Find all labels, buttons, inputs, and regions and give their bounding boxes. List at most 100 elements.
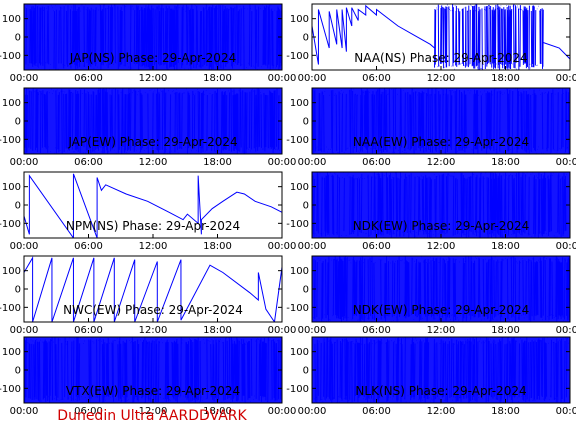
x-tick-label: 06:00 <box>74 325 103 336</box>
panel-title: NDK(EW) Phase: 29-Apr-2024 <box>353 219 530 233</box>
x-tick-label: 06:00 <box>362 406 391 417</box>
y-tick-label: 100 <box>2 14 21 25</box>
x-tick-label: 00:00 <box>298 406 327 417</box>
y-tick-label: -100 <box>0 135 21 146</box>
y-tick-label: 0 <box>15 366 21 377</box>
y-tick-label: 0 <box>303 201 309 212</box>
trace-area <box>24 256 282 322</box>
chart-panel-6: 100 0 -100 00:00 06:00 12:00 18:00 00:00 NDK(EW)… <box>286 171 576 252</box>
chart-panel-1: 100 0 -100 00:00 06:00 12:00 18:00 00:00 JAP(NS)… <box>0 3 297 84</box>
x-tick-label: 00:00 <box>10 157 39 168</box>
y-tick-label: -100 <box>286 51 309 62</box>
x-tick-label: 18:00 <box>203 406 232 417</box>
y-tick-label: 100 <box>290 14 309 25</box>
y-tick-label: -100 <box>0 51 21 62</box>
chart-panel-4: 100 0 -100 00:00 06:00 12:00 18:00 00:00 NAA(EW)… <box>286 87 576 168</box>
x-tick-label: 12:00 <box>427 325 456 336</box>
x-tick-label: 18:00 <box>491 406 520 417</box>
chart-panel-7: 100 0 -100 00:00 06:00 12:00 18:00 00:00 NWC(EW)… <box>0 255 296 336</box>
y-tick-label: -100 <box>286 384 309 395</box>
y-tick-label: 0 <box>303 117 309 128</box>
chart-panel-10: 100 0 -100 00:00 06:00 12:00 18:00 00:00 NLK(NS)… <box>286 336 576 417</box>
x-tick-label: 12:00 <box>139 73 168 84</box>
y-tick-label: 0 <box>15 33 21 44</box>
panel-title: JAP(NS) Phase: 29-Apr-2024 <box>69 51 236 65</box>
x-tick-label: 12:00 <box>139 157 168 168</box>
y-tick-label: 0 <box>15 117 21 128</box>
x-tick-label: 00:00 <box>556 241 576 252</box>
trace-area <box>312 256 570 322</box>
x-tick-label: 00:00 <box>10 406 39 417</box>
y-tick-label: 100 <box>290 182 309 193</box>
x-tick-label: 00:00 <box>298 157 327 168</box>
x-tick-label: 00:00 <box>556 325 576 336</box>
x-tick-label: 00:00 <box>268 406 297 417</box>
y-tick-label: 0 <box>303 285 309 296</box>
x-tick-label: 06:00 <box>74 73 103 84</box>
x-tick-label: 12:00 <box>427 73 456 84</box>
x-tick-label: 06:00 <box>74 406 103 417</box>
series-dense <box>516 5 533 70</box>
x-tick-label: 00:00 <box>268 73 297 84</box>
x-tick-label: 12:00 <box>427 157 456 168</box>
panel-title: VTX(EW) Phase: 29-Apr-2024 <box>66 384 240 398</box>
x-tick-label: 00:00 <box>298 73 327 84</box>
x-tick-label: 12:00 <box>139 325 168 336</box>
trace-area <box>312 337 570 403</box>
y-tick-label: -100 <box>286 219 309 230</box>
x-tick-label: 00:00 <box>298 325 327 336</box>
x-tick-label: 12:00 <box>139 241 168 252</box>
x-tick-label: 12:00 <box>139 406 168 417</box>
trace-area <box>312 4 570 70</box>
x-tick-label: 18:00 <box>203 241 232 252</box>
x-tick-label: 18:00 <box>203 73 232 84</box>
y-tick-label: 100 <box>2 347 21 358</box>
y-tick-label: -100 <box>0 219 21 230</box>
series-line <box>312 4 435 65</box>
y-tick-label: -100 <box>0 384 21 395</box>
trace-area <box>24 173 282 238</box>
panel-title: NLK(NS) Phase: 29-Apr-2024 <box>355 384 526 398</box>
x-tick-label: 06:00 <box>362 157 391 168</box>
chart-panel-2: 100 0 -100 00:00 06:00 12:00 18:00 00:00 NAA(NS)… <box>286 3 576 84</box>
trace-area <box>312 88 570 154</box>
x-tick-label: 06:00 <box>362 325 391 336</box>
y-tick-label: -100 <box>0 303 21 314</box>
x-tick-label: 06:00 <box>362 241 391 252</box>
x-tick-label: 18:00 <box>203 325 232 336</box>
y-tick-label: 100 <box>2 182 21 193</box>
footer-caption: Dunedin Ultra AARDDVARK <box>57 408 247 424</box>
x-tick-label: 00:00 <box>10 325 39 336</box>
chart-panel-8: 100 0 -100 00:00 06:00 12:00 18:00 00:00 NDK(EW)… <box>286 255 576 336</box>
series-line <box>24 173 282 238</box>
y-tick-label: 100 <box>290 347 309 358</box>
x-tick-label: 06:00 <box>362 73 391 84</box>
x-tick-label: 18:00 <box>491 241 520 252</box>
x-tick-label: 00:00 <box>10 73 39 84</box>
trace-area <box>24 337 282 403</box>
panel-title: NPM(NS) Phase: 29-Apr-2024 <box>66 219 240 233</box>
series-fill <box>312 172 570 238</box>
series-tail <box>542 42 570 60</box>
panel-title: JAP(EW) Phase: 29-Apr-2024 <box>67 135 237 149</box>
y-tick-label: 100 <box>290 266 309 277</box>
series-dense <box>531 5 544 69</box>
y-tick-label: 100 <box>2 98 21 109</box>
y-tick-label: 100 <box>290 98 309 109</box>
x-tick-label: 18:00 <box>491 157 520 168</box>
x-tick-label: 18:00 <box>491 73 520 84</box>
series-dense <box>434 4 517 70</box>
series-line <box>24 256 282 322</box>
chart-panel-3: 100 0 -100 00:00 06:00 12:00 18:00 00:00 JAP(EW)… <box>0 87 297 168</box>
panel-title: NAA(EW) Phase: 29-Apr-2024 <box>353 135 529 149</box>
y-tick-label: 0 <box>303 366 309 377</box>
x-tick-label: 00:00 <box>556 406 576 417</box>
x-tick-label: 00:00 <box>10 241 39 252</box>
x-tick-label: 00:00 <box>556 157 576 168</box>
x-tick-label: 18:00 <box>203 157 232 168</box>
panel-title: NAA(NS) Phase: 29-Apr-2024 <box>354 51 527 65</box>
x-tick-label: 00:00 <box>298 241 327 252</box>
x-tick-label: 00:00 <box>556 73 576 84</box>
x-tick-label: 00:00 <box>268 157 297 168</box>
